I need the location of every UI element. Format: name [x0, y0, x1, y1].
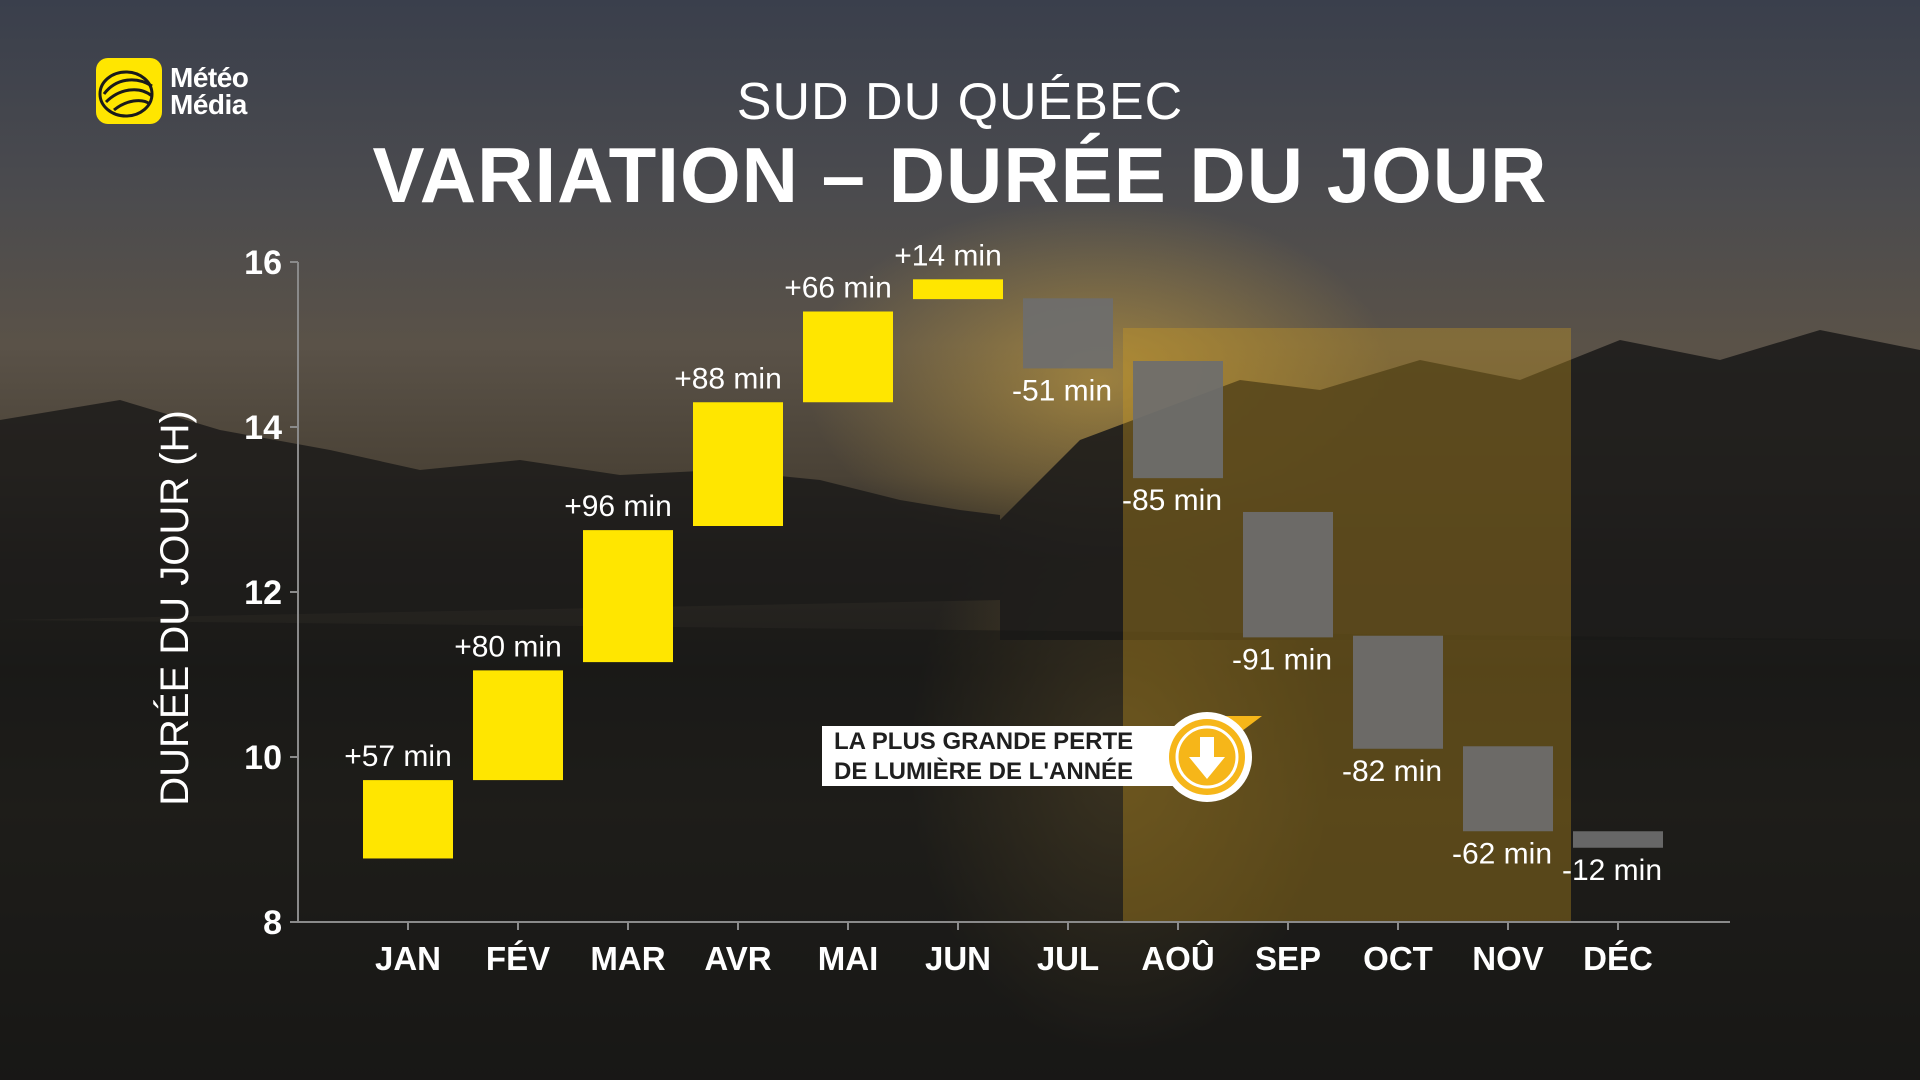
data-label: -82 min	[1342, 755, 1442, 788]
x-tick-label: DÉC	[1583, 940, 1653, 977]
bar-nov	[1463, 746, 1553, 832]
data-label: -12 min	[1562, 854, 1662, 887]
logo-wordmark: Météo Média	[170, 62, 249, 120]
data-label: -51 min	[1012, 374, 1112, 407]
y-tick-label: 8	[263, 904, 282, 942]
y-tick-label: 12	[244, 574, 282, 612]
data-label: +57 min	[344, 740, 452, 773]
x-tick-label: MAR	[590, 940, 665, 977]
x-tick-label: OCT	[1363, 940, 1433, 977]
data-label: +80 min	[454, 630, 562, 663]
meteomedia-logo: Météo Média	[96, 58, 249, 124]
chart-title: VARIATION – DURÉE DU JOUR	[372, 131, 1548, 219]
data-label: -91 min	[1232, 643, 1332, 676]
data-label: +88 min	[674, 362, 782, 395]
x-tick-label: SEP	[1255, 940, 1321, 977]
x-tick-label: AOÛ	[1141, 939, 1214, 977]
y-tick-label: 10	[244, 739, 282, 777]
y-tick-label: 16	[244, 244, 282, 282]
data-label: -62 min	[1452, 837, 1552, 870]
logo-line-1: Météo	[170, 62, 249, 93]
data-label: +66 min	[784, 272, 892, 305]
bar-avr	[693, 402, 783, 526]
bar-jun	[913, 279, 1003, 300]
x-tick-label: FÉV	[486, 940, 550, 977]
data-label: +14 min	[894, 239, 1002, 272]
down-arrow-icon	[1169, 719, 1245, 795]
bar-oct	[1353, 635, 1443, 749]
bar-déc	[1573, 831, 1663, 848]
y-tick-label: 14	[244, 409, 282, 447]
globe-logo-icon	[96, 58, 162, 124]
bar-sep	[1243, 511, 1333, 638]
bar-fév	[473, 670, 563, 781]
x-tick-label: JUL	[1037, 940, 1099, 977]
x-tick-label: JUN	[925, 940, 991, 977]
x-tick-label: MAI	[818, 940, 879, 977]
data-label: +96 min	[564, 490, 672, 523]
callout-line-1: LA PLUS GRANDE PERTE	[834, 728, 1134, 755]
y-axis-label: DURÉE DU JOUR (H)	[152, 410, 197, 806]
bar-mar	[583, 530, 673, 663]
callout-text-box: LA PLUS GRANDE PERTE DE LUMIÈRE DE L'ANN…	[822, 726, 1182, 786]
x-tick-label: AVR	[704, 940, 771, 977]
x-tick-label: NOV	[1472, 940, 1544, 977]
bar-aoû	[1133, 361, 1223, 479]
x-tick-label: JAN	[375, 940, 441, 977]
logo-line-2: Média	[170, 89, 247, 120]
bar-jan	[363, 780, 453, 859]
bar-jul	[1023, 298, 1113, 369]
callout-line-2: DE LUMIÈRE DE L'ANNÉE	[834, 758, 1134, 785]
chart-subtitle: SUD DU QUÉBEC	[736, 73, 1184, 131]
bar-mai	[803, 311, 893, 403]
callout-badge	[1162, 712, 1252, 802]
data-label: -85 min	[1122, 484, 1222, 517]
